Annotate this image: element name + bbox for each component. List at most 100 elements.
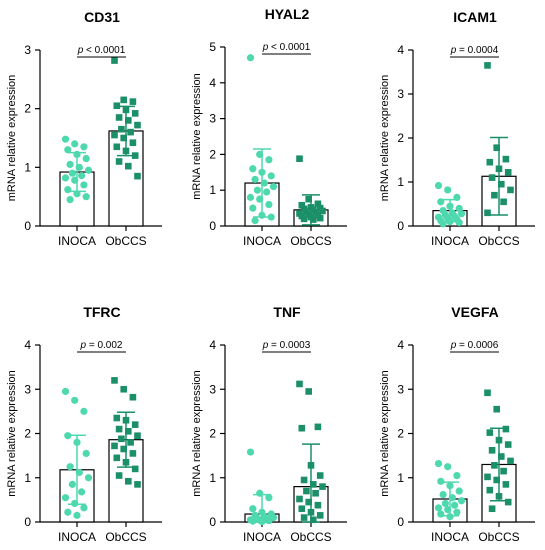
- x-tick-label: INOCA: [58, 530, 96, 544]
- data-point-inoca: [251, 175, 259, 184]
- data-point-obccs: [502, 425, 510, 433]
- data-point-inoca: [249, 505, 257, 513]
- data-point-inoca: [66, 196, 74, 204]
- data-point-inoca: [64, 508, 72, 516]
- chart-panel-cd31: CD31 mRNA relative expression 0 1 2 3 INOCA ObC…: [6, 9, 162, 248]
- data-point-inoca: [64, 186, 72, 194]
- data-point-obccs: [120, 134, 127, 142]
- data-point-inoca: [78, 171, 86, 180]
- x-tick-label: ObCCS: [105, 234, 146, 248]
- y-tick-label: 0: [209, 515, 216, 529]
- data-point-obccs: [298, 201, 306, 209]
- data-point-obccs: [134, 481, 141, 488]
- data-point-inoca: [71, 140, 79, 148]
- data-point-obccs: [120, 96, 127, 104]
- data-point-obccs: [118, 435, 125, 443]
- data-point-obccs: [113, 454, 121, 462]
- y-axis-label: mRNA relative expression: [191, 370, 203, 497]
- data-point-inoca: [246, 448, 255, 456]
- data-point-obccs: [296, 380, 303, 388]
- data-point-obccs: [115, 472, 123, 479]
- data-point-obccs: [502, 155, 510, 163]
- x-tick-label: INOCA: [431, 234, 469, 248]
- data-point-obccs: [118, 125, 125, 133]
- data-point-inoca: [82, 154, 90, 163]
- x-tick-label: INOCA: [58, 234, 96, 248]
- data-point-inoca: [453, 471, 461, 480]
- data-point-obccs: [125, 427, 132, 435]
- data-point-inoca: [251, 217, 259, 225]
- data-point-inoca: [249, 165, 257, 173]
- p-value-label: p < 0.0001: [77, 45, 126, 56]
- data-point-inoca: [269, 183, 278, 191]
- y-tick-label: 1: [24, 160, 31, 174]
- y-tick-label: 4: [209, 338, 216, 352]
- data-point-obccs: [502, 481, 510, 488]
- data-point-inoca: [68, 169, 76, 177]
- data-point-inoca: [61, 494, 70, 502]
- data-point-obccs: [111, 442, 118, 450]
- data-point-obccs: [111, 377, 118, 384]
- x-tick-label: ObCCS: [105, 530, 146, 544]
- data-point-obccs: [131, 465, 139, 473]
- data-point-obccs: [120, 385, 127, 393]
- chart-panel-icam1: ICAM1 mRNA relative expression 0 1 2 3 4 INOCA O…: [379, 9, 535, 248]
- data-point-obccs: [131, 110, 139, 117]
- data-point-inoca: [434, 459, 443, 468]
- data-point-inoca: [444, 186, 452, 194]
- data-point-inoca: [265, 494, 273, 502]
- data-point-obccs: [488, 174, 496, 181]
- y-axis-label: mRNA relative expression: [6, 370, 18, 497]
- y-tick-label: 1: [24, 471, 31, 485]
- y-axis-label: mRNA relative expression: [6, 75, 18, 202]
- chart-title: ICAM1: [453, 9, 497, 25]
- data-point-obccs: [488, 505, 496, 513]
- data-point-obccs: [129, 139, 137, 146]
- data-point-obccs: [491, 462, 498, 469]
- data-point-obccs: [507, 186, 514, 194]
- data-point-obccs: [131, 152, 139, 159]
- y-tick-label: 1: [209, 183, 216, 197]
- data-point-obccs: [298, 424, 306, 432]
- data-point-obccs: [310, 216, 317, 223]
- data-point-obccs: [486, 486, 494, 494]
- data-point-obccs: [125, 117, 132, 124]
- y-tick-label: 0: [397, 515, 404, 529]
- data-point-obccs: [314, 200, 322, 208]
- data-point-obccs: [113, 102, 121, 110]
- data-point-obccs: [300, 215, 308, 223]
- data-point-obccs: [493, 405, 500, 413]
- chart-title: TFRC: [83, 304, 120, 320]
- y-tick-label: 3: [397, 87, 404, 101]
- data-point-obccs: [319, 483, 326, 490]
- data-point-inoca: [457, 210, 466, 218]
- y-tick-label: 1: [209, 471, 216, 485]
- data-point-inoca: [265, 517, 273, 525]
- x-tick-label: INOCA: [243, 234, 281, 248]
- y-tick-label: 2: [24, 102, 31, 116]
- data-point-obccs: [115, 114, 123, 121]
- data-point-obccs: [134, 121, 141, 129]
- data-point-obccs: [486, 158, 494, 166]
- data-point-obccs: [493, 476, 500, 484]
- p-value-label: p = 0.0006: [450, 340, 499, 351]
- data-point-inoca: [446, 513, 454, 521]
- x-tick-label: ObCCS: [478, 234, 519, 248]
- data-point-obccs: [498, 453, 505, 460]
- data-point-inoca: [61, 135, 70, 143]
- data-point-inoca: [82, 449, 90, 458]
- data-point-inoca: [246, 54, 255, 62]
- data-point-obccs: [484, 209, 491, 217]
- data-point-inoca: [267, 172, 275, 180]
- data-point-obccs: [296, 155, 303, 162]
- data-point-obccs: [500, 198, 507, 206]
- data-point-obccs: [113, 414, 121, 422]
- data-point-obccs: [129, 450, 137, 457]
- data-point-inoca: [453, 508, 461, 516]
- data-point-obccs: [305, 388, 312, 395]
- y-tick-label: 0: [397, 219, 404, 233]
- data-point-obccs: [484, 389, 491, 397]
- data-point-inoca: [455, 487, 463, 495]
- y-tick-label: 2: [209, 147, 216, 161]
- data-point-inoca: [253, 186, 261, 194]
